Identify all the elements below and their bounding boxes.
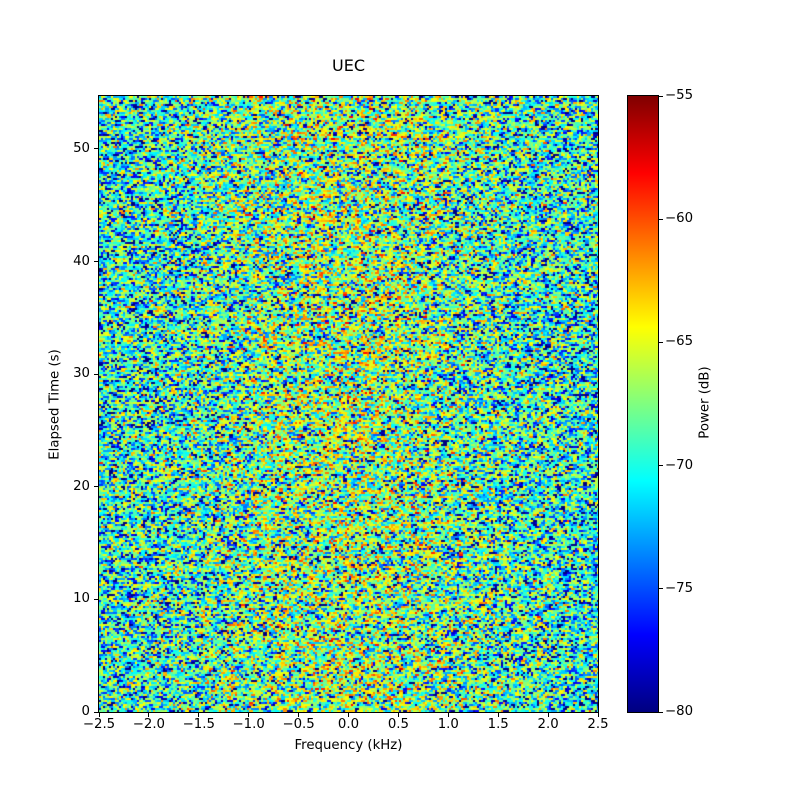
- y-tick-mark: [94, 486, 98, 488]
- y-axis-label: Elapsed Time (s): [47, 349, 63, 460]
- x-tick-label: −1.0: [232, 717, 265, 732]
- x-tick-mark: [597, 713, 599, 717]
- x-tick-label: 1.0: [437, 717, 459, 732]
- x-tick-label: −2.0: [132, 717, 166, 732]
- y-tick-label: 40: [73, 253, 90, 269]
- x-tick-label: −2.5: [82, 717, 116, 732]
- y-tick-label: 10: [73, 591, 90, 607]
- y-tick-label: 0: [81, 704, 90, 719]
- colorbar-tick-mark: [659, 95, 663, 97]
- colorbar-tick-label: −70: [665, 457, 694, 473]
- colorbar-tick-label: −65: [665, 334, 694, 350]
- y-tick-label: 50: [73, 140, 90, 156]
- colorbar-gradient: [628, 96, 658, 712]
- colorbar-tick-mark: [659, 711, 663, 713]
- x-tick-mark: [98, 713, 100, 717]
- x-tick-mark: [547, 713, 549, 717]
- x-tick-label: 2.0: [537, 717, 559, 732]
- colorbar-tick-mark: [659, 218, 663, 220]
- x-tick-mark: [447, 713, 449, 717]
- x-tick-label: −1.5: [182, 717, 215, 732]
- y-tick-mark: [94, 598, 98, 600]
- x-tick-mark: [198, 713, 200, 717]
- y-tick-mark: [94, 373, 98, 375]
- colorbar-tick-mark: [659, 465, 663, 467]
- colorbar-tick-label: −75: [665, 580, 694, 596]
- x-tick-mark: [497, 713, 499, 717]
- x-tick-label: 1.5: [487, 717, 509, 732]
- colorbar-label: Power (dB): [697, 366, 713, 439]
- plot-area: [98, 95, 599, 713]
- y-tick-mark: [94, 148, 98, 150]
- x-tick-label: −0.5: [282, 717, 315, 732]
- y-tick-label: 30: [73, 366, 90, 382]
- x-tick-mark: [148, 713, 150, 717]
- x-tick-mark: [348, 713, 349, 717]
- x-tick-mark: [248, 713, 250, 717]
- y-tick-label: 20: [73, 478, 90, 494]
- colorbar-tick-label: −60: [665, 211, 694, 227]
- colorbar: [627, 95, 659, 713]
- x-tick-mark: [397, 713, 399, 717]
- x-tick-label: 0.5: [387, 717, 409, 732]
- x-tick-label: 2.5: [587, 717, 609, 732]
- spectrogram-heatmap: [99, 96, 598, 712]
- x-tick-label: 0.0: [337, 717, 360, 732]
- y-tick-mark: [94, 711, 98, 713]
- colorbar-tick-mark: [659, 341, 663, 343]
- y-tick-mark: [94, 261, 98, 263]
- colorbar-tick-mark: [659, 588, 663, 590]
- chart-title: UEC: [332, 56, 365, 75]
- colorbar-tick-label: −80: [665, 704, 694, 719]
- x-axis-label: Frequency (kHz): [294, 738, 403, 753]
- x-tick-mark: [298, 713, 300, 717]
- colorbar-tick-label: −55: [665, 88, 694, 103]
